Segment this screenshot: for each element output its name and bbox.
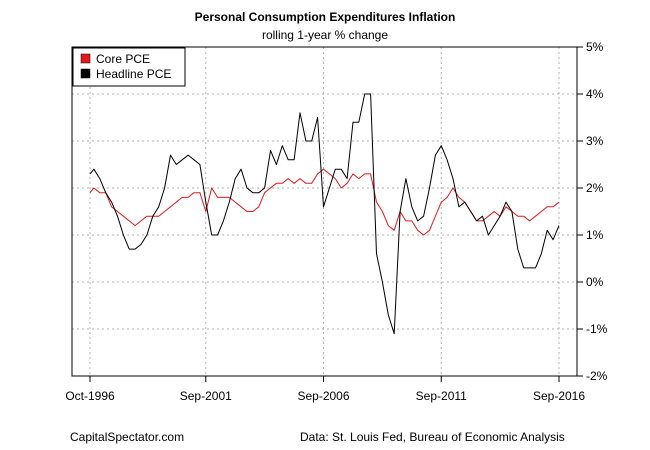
- chart-subtitle: rolling 1-year % change: [261, 28, 389, 42]
- legend-swatch: [80, 53, 91, 64]
- legend-swatch: [80, 68, 91, 79]
- legend-box: [72, 47, 186, 87]
- series-line-core-pce: [89, 168, 560, 236]
- y-tick-label: 4%: [586, 87, 604, 101]
- legend-label: Core PCE: [96, 52, 150, 66]
- x-tick-label: Sep-2001: [180, 389, 232, 403]
- y-tick-label: 5%: [586, 40, 604, 54]
- y-tick-label: -2%: [586, 369, 608, 383]
- x-tick-label: Oct-1996: [65, 389, 115, 403]
- plot-frame: [71, 46, 578, 377]
- legend-label: Headline PCE: [96, 67, 171, 81]
- footer-source-site: CapitalSpectator.com: [70, 430, 185, 444]
- x-tick-label: Sep-2011: [416, 389, 467, 403]
- series-line-headline-pce: [89, 93, 560, 335]
- plot-area: -2% -1% 0% 1% 2% 3% 4% 5% Oct-1996 Sep-2001 Sep-20…: [65, 40, 607, 403]
- chart-title: Personal Consumption Expenditures Inflat…: [194, 10, 456, 24]
- y-tick-label: 2%: [586, 181, 604, 195]
- y-tick-label: 0%: [586, 275, 604, 289]
- y-tick-label: 1%: [586, 228, 604, 242]
- y-tick-label: -1%: [586, 322, 608, 336]
- x-tick-label: Sep-2006: [297, 389, 349, 403]
- y-tick-label: 3%: [586, 134, 604, 148]
- footer-data-credit: Data: St. Louis Fed, Bureau of Economic …: [300, 430, 565, 444]
- x-tick-label: Sep-2016: [533, 389, 585, 403]
